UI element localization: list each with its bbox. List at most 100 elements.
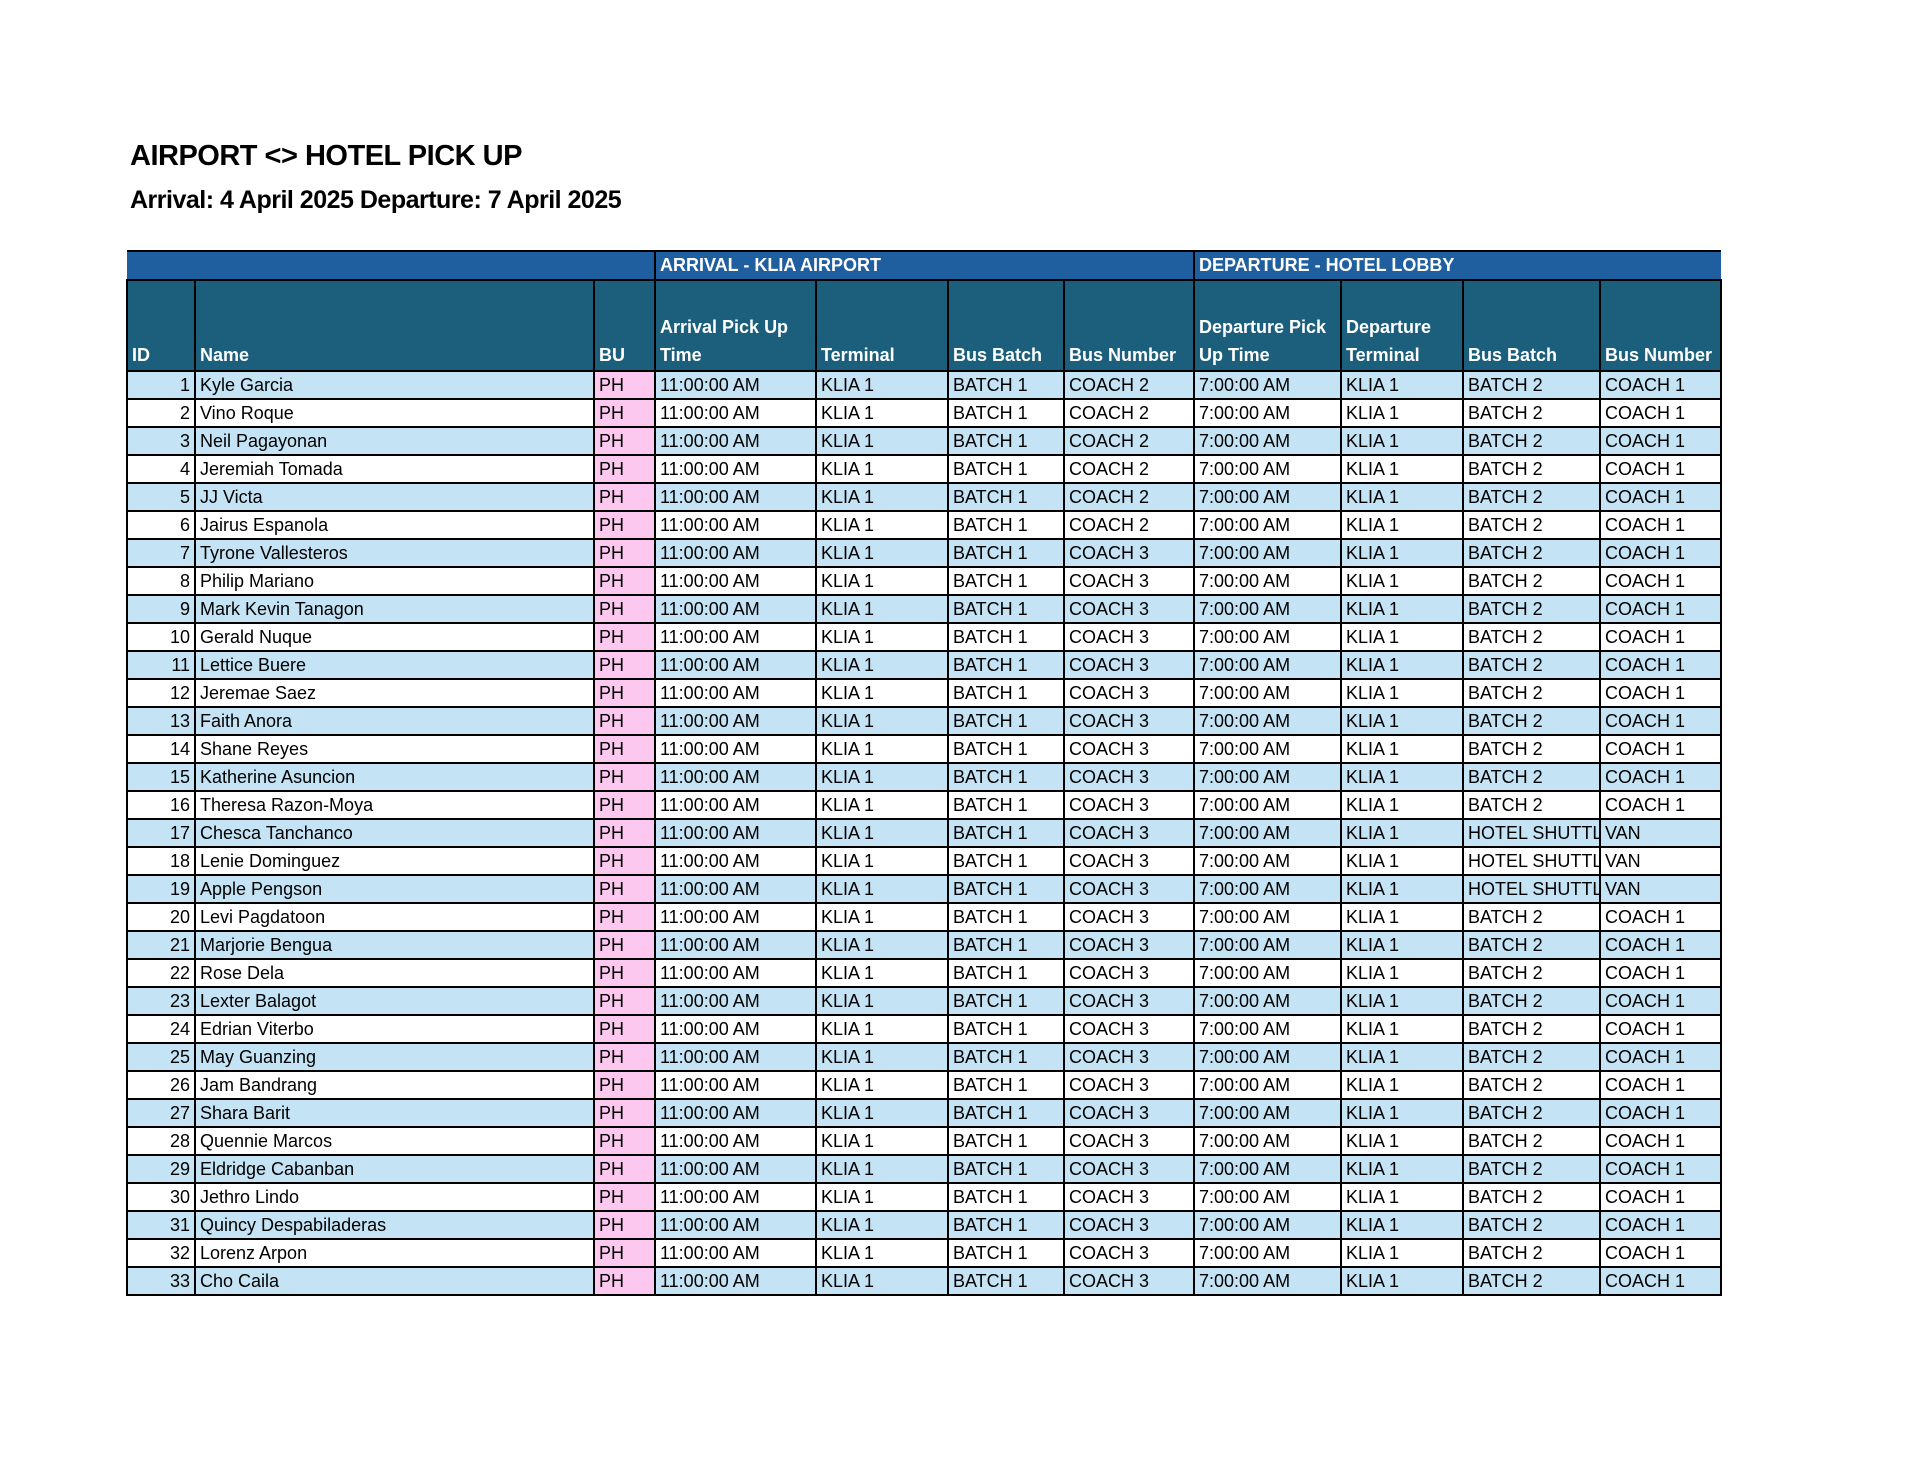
table-cell: BATCH 2: [1462, 566, 1601, 596]
table-cell: BATCH 1: [947, 538, 1065, 568]
table-cell: HOTEL SHUTTL: [1462, 818, 1601, 848]
table-cell: 9: [126, 594, 196, 624]
table-cell: KLIA 1: [1340, 622, 1464, 652]
table-cell: KLIA 1: [1340, 818, 1464, 848]
table-cell: 11:00:00 AM: [654, 930, 817, 960]
table-cell: 32: [126, 1238, 196, 1268]
table-cell: COACH 2: [1063, 482, 1195, 512]
table-cell: BATCH 2: [1462, 986, 1601, 1016]
table-cell: 11:00:00 AM: [654, 846, 817, 876]
table-cell: BATCH 2: [1462, 678, 1601, 708]
table-cell: 7:00:00 AM: [1193, 398, 1342, 428]
table-row: 2 Vino Roque PH 11:00:00 AM KLIA 1 BATCH 1 COA…: [126, 398, 1723, 428]
table-cell: BATCH 2: [1462, 482, 1601, 512]
table-cell: 16: [126, 790, 196, 820]
table-cell: KLIA 1: [815, 734, 949, 764]
table-cell: 11:00:00 AM: [654, 482, 817, 512]
table-cell: BATCH 1: [947, 986, 1065, 1016]
table-cell: KLIA 1: [815, 1210, 949, 1240]
table-cell: COACH 3: [1063, 1042, 1195, 1072]
table-cell: 7: [126, 538, 196, 568]
table-cell: 31: [126, 1210, 196, 1240]
column-header-row: ID Name BU Arrival Pick Up Time Terminal Bus …: [126, 279, 1723, 372]
table-cell: VAN: [1598, 846, 1723, 876]
table-cell: COACH 1: [1598, 1014, 1723, 1044]
table-cell: BATCH 1: [947, 398, 1065, 428]
table-cell: COACH 3: [1063, 818, 1195, 848]
table-cell: COACH 1: [1598, 790, 1723, 820]
table-cell: 11:00:00 AM: [654, 986, 817, 1016]
table-row: 33 Cho Caila PH 11:00:00 AM KLIA 1 BATCH 1 COA…: [126, 1266, 1723, 1296]
table-cell: COACH 1: [1598, 482, 1723, 512]
group-header: DEPARTURE - HOTEL LOBBY: [1192, 250, 1722, 281]
table-cell: COACH 1: [1598, 398, 1723, 428]
table-cell: 1: [126, 370, 196, 400]
table-cell: 8: [126, 566, 196, 596]
table-row: 29 Eldridge Cabanban PH 11:00:00 AM KLIA 1 BA…: [126, 1154, 1723, 1184]
table-cell: COACH 1: [1598, 1070, 1723, 1100]
table-cell: COACH 1: [1598, 678, 1723, 708]
table-cell: COACH 3: [1063, 846, 1195, 876]
table-cell: KLIA 1: [815, 818, 949, 848]
table-cell: 24: [126, 1014, 196, 1044]
table-cell: BATCH 1: [947, 958, 1065, 988]
table-cell: COACH 1: [1598, 1210, 1723, 1240]
table-cell: KLIA 1: [1340, 566, 1464, 596]
table-cell: COACH 1: [1598, 706, 1723, 736]
table-cell: 7:00:00 AM: [1193, 1154, 1342, 1184]
table-cell: BATCH 2: [1462, 958, 1601, 988]
table-cell: KLIA 1: [815, 1182, 949, 1212]
column-header: BU: [593, 279, 656, 372]
table-cell: KLIA 1: [1340, 958, 1464, 988]
table-cell: COACH 1: [1598, 370, 1723, 400]
table-cell: Lettice Buere: [194, 650, 595, 680]
table-cell: KLIA 1: [815, 1154, 949, 1184]
table-cell: KLIA 1: [815, 370, 949, 400]
subtitle: Arrival: 4 April 2025 Departure: 7 April…: [130, 186, 622, 214]
table-cell: COACH 2: [1063, 426, 1195, 456]
column-header: Bus Number: [1598, 279, 1723, 372]
group-header: ARRIVAL - KLIA AIRPORT: [654, 250, 1194, 281]
table-cell: 7:00:00 AM: [1193, 1210, 1342, 1240]
table-cell: Quincy Despabiladeras: [194, 1210, 595, 1240]
table-cell: BATCH 1: [947, 1098, 1065, 1128]
table-cell: Shara Barit: [194, 1098, 595, 1128]
table-cell: Jeremae Saez: [194, 678, 595, 708]
table-cell: 7:00:00 AM: [1193, 1014, 1342, 1044]
table-cell: 7:00:00 AM: [1193, 538, 1342, 568]
table-cell: COACH 3: [1063, 790, 1195, 820]
table-cell: KLIA 1: [1340, 846, 1464, 876]
table-cell: KLIA 1: [815, 846, 949, 876]
table-cell: COACH 3: [1063, 902, 1195, 932]
table-cell: BATCH 2: [1462, 370, 1601, 400]
group-header-blank: [127, 250, 655, 281]
table-cell: COACH 3: [1063, 986, 1195, 1016]
table-cell: PH: [593, 790, 656, 820]
table-cell: 11:00:00 AM: [654, 818, 817, 848]
table-cell: 7:00:00 AM: [1193, 734, 1342, 764]
group-header-row: ARRIVAL - KLIA AIRPORT DEPARTURE - HOTEL …: [127, 250, 1722, 281]
table-cell: BATCH 1: [947, 426, 1065, 456]
table-cell: KLIA 1: [1340, 1042, 1464, 1072]
table-cell: 11:00:00 AM: [654, 790, 817, 820]
table-cell: BATCH 1: [947, 510, 1065, 540]
table-cell: 7:00:00 AM: [1193, 594, 1342, 624]
table-cell: Mark Kevin Tanagon: [194, 594, 595, 624]
table-cell: PH: [593, 1098, 656, 1128]
table-cell: Gerald Nuque: [194, 622, 595, 652]
table-row: 1 Kyle Garcia PH 11:00:00 AM KLIA 1 BATCH 1 CO…: [126, 370, 1723, 400]
table-cell: BATCH 1: [947, 706, 1065, 736]
table-cell: 11:00:00 AM: [654, 370, 817, 400]
table-cell: Rose Dela: [194, 958, 595, 988]
table-cell: KLIA 1: [815, 426, 949, 456]
table-cell: 12: [126, 678, 196, 708]
table-cell: 11:00:00 AM: [654, 1266, 817, 1296]
table-cell: KLIA 1: [815, 678, 949, 708]
table-cell: BATCH 1: [947, 790, 1065, 820]
table-cell: 30: [126, 1182, 196, 1212]
table-cell: BATCH 2: [1462, 1126, 1601, 1156]
table-cell: 7:00:00 AM: [1193, 650, 1342, 680]
table-cell: 11:00:00 AM: [654, 874, 817, 904]
table-cell: Neil Pagayonan: [194, 426, 595, 456]
